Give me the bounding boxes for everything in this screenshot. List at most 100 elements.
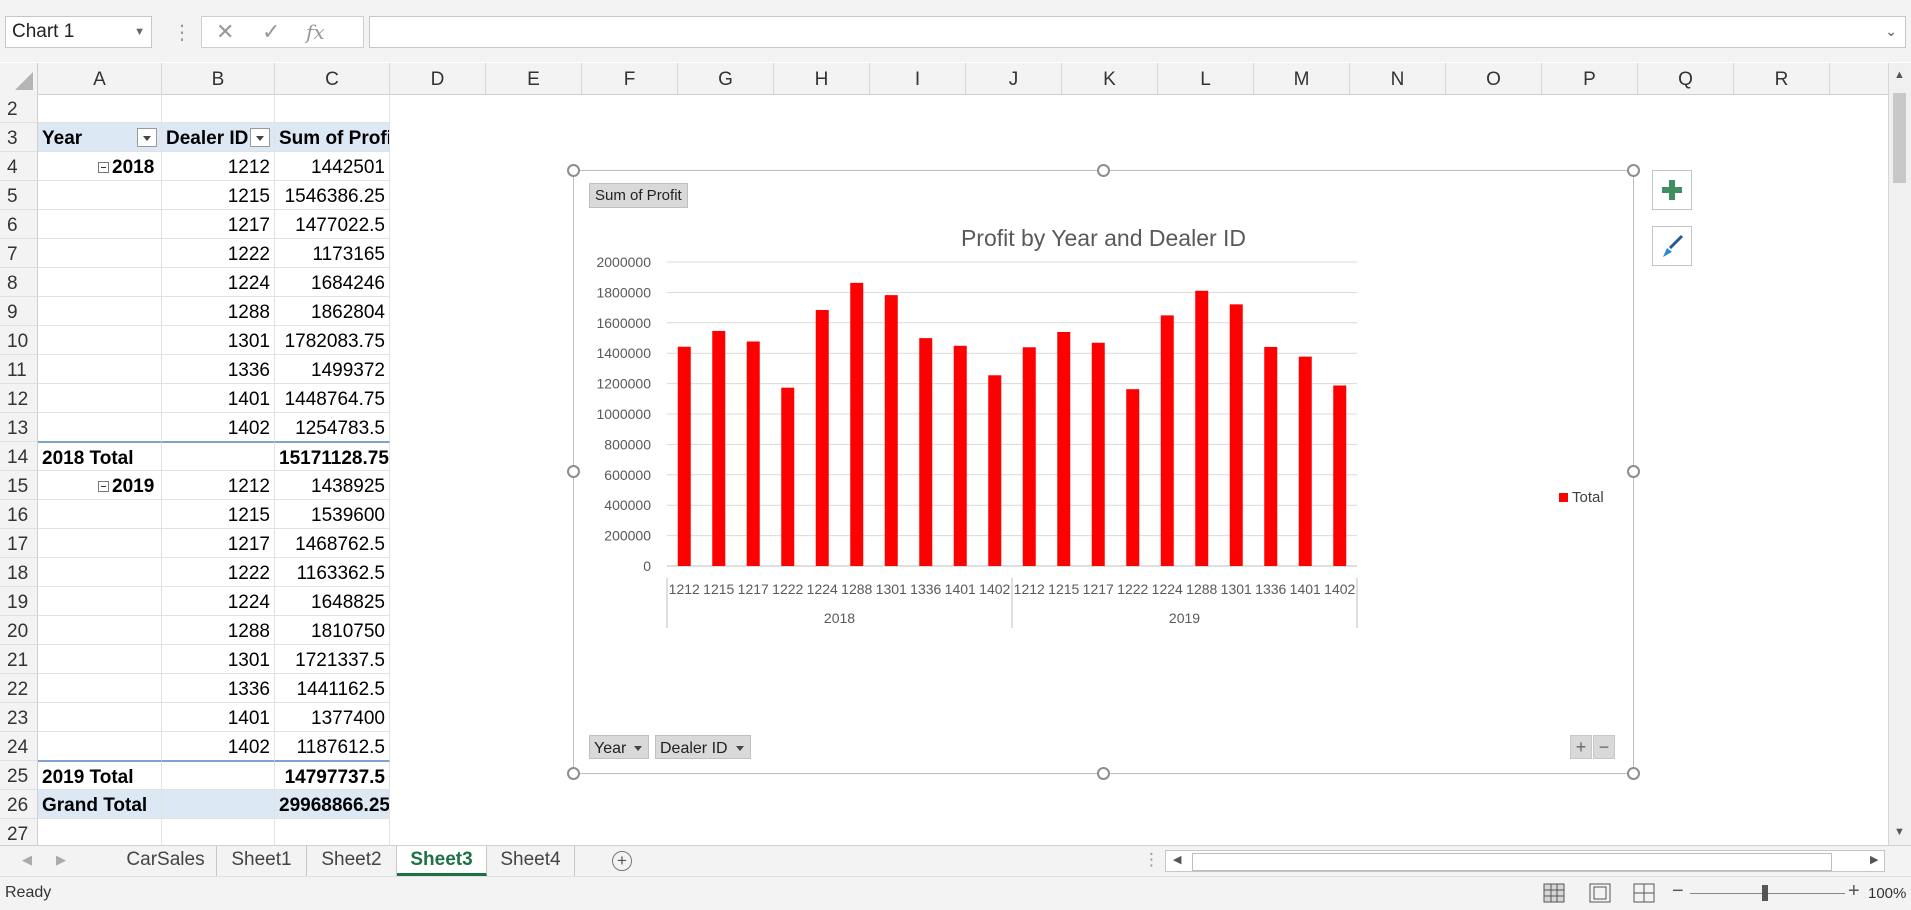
row-header[interactable]: 26 <box>0 790 38 819</box>
row-header[interactable]: 18 <box>0 558 38 587</box>
column-header-p[interactable]: P <box>1542 63 1638 94</box>
cell-c19[interactable]: 1648825 <box>275 587 390 616</box>
cell-b21[interactable]: 1301 <box>162 645 275 674</box>
cell-a24[interactable] <box>38 732 162 761</box>
resize-handle-bottom-right[interactable] <box>1627 767 1640 780</box>
row-header[interactable]: 19 <box>0 587 38 616</box>
page-break-view-icon[interactable] <box>1633 883 1655 903</box>
cell-a10[interactable] <box>38 326 162 355</box>
cell-b14[interactable] <box>162 442 275 471</box>
cell-b2[interactable] <box>162 94 275 123</box>
cell-b11[interactable]: 1336 <box>162 355 275 384</box>
sheet-tab-carsales[interactable]: CarSales <box>115 846 217 876</box>
row-header[interactable]: 15 <box>0 471 38 500</box>
cell-b22[interactable]: 1336 <box>162 674 275 703</box>
cell-a11[interactable] <box>38 355 162 384</box>
cell-c5[interactable]: 1546386.25 <box>275 181 390 210</box>
cell-c18[interactable]: 1163362.5 <box>275 558 390 587</box>
cell-b6[interactable]: 1217 <box>162 210 275 239</box>
row-header[interactable]: 4 <box>0 152 38 181</box>
cell-b23[interactable]: 1401 <box>162 703 275 732</box>
cell-c2[interactable] <box>275 94 390 123</box>
cell-b17[interactable]: 1217 <box>162 529 275 558</box>
horizontal-scrollbar[interactable]: ◀ ▶ <box>1165 850 1885 872</box>
cell-b20[interactable]: 1288 <box>162 616 275 645</box>
cell-b13[interactable]: 1402 <box>162 413 275 442</box>
resize-handle-left[interactable] <box>567 465 580 478</box>
resize-handle-bottom-left[interactable] <box>567 767 580 780</box>
vertical-scroll-thumb[interactable] <box>1893 93 1906 183</box>
cell-c22[interactable]: 1441162.5 <box>275 674 390 703</box>
resize-handle-right[interactable] <box>1627 465 1640 478</box>
column-header-n[interactable]: N <box>1350 63 1446 94</box>
row-header[interactable]: 8 <box>0 268 38 297</box>
cell-a12[interactable] <box>38 384 162 413</box>
cell-a3[interactable]: Year <box>38 123 162 152</box>
formula-input[interactable]: ⌄ <box>369 16 1906 48</box>
cell-c21[interactable]: 1721337.5 <box>275 645 390 674</box>
cell-c14[interactable]: 15171128.75 <box>275 442 390 471</box>
cell-a9[interactable] <box>38 297 162 326</box>
column-header-d[interactable]: D <box>390 63 486 94</box>
cell-b15[interactable]: 1212 <box>162 471 275 500</box>
cell-b3[interactable]: Dealer ID <box>162 123 275 152</box>
column-header-e[interactable]: E <box>486 63 582 94</box>
cancel-icon[interactable]: ✕ <box>216 19 235 44</box>
cell-c10[interactable]: 1782083.75 <box>275 326 390 355</box>
enter-icon[interactable]: ✓ <box>262 19 281 44</box>
row-header[interactable]: 11 <box>0 355 38 384</box>
column-header-m[interactable]: M <box>1254 63 1350 94</box>
collapse-icon[interactable] <box>98 162 109 173</box>
year-field-button[interactable]: Year <box>589 735 650 759</box>
cell-b18[interactable]: 1222 <box>162 558 275 587</box>
cell-b27[interactable] <box>162 819 275 845</box>
cell-b9[interactable]: 1288 <box>162 297 275 326</box>
row-header[interactable]: 14 <box>0 442 38 471</box>
cell-c26[interactable]: 29968866.25 <box>275 790 390 819</box>
scroll-right-icon[interactable]: ▶ <box>1870 854 1879 866</box>
cell-c12[interactable]: 1448764.75 <box>275 384 390 413</box>
row-header[interactable]: 21 <box>0 645 38 674</box>
row-header[interactable]: 24 <box>0 732 38 761</box>
next-sheet-icon[interactable]: ▶ <box>56 852 66 867</box>
cell-b12[interactable]: 1401 <box>162 384 275 413</box>
column-header-c[interactable]: C <box>275 63 390 94</box>
chart-styles-button[interactable] <box>1652 226 1692 266</box>
sheet-tab-sheet2[interactable]: Sheet2 <box>307 846 397 876</box>
year-filter-button[interactable] <box>137 128 157 147</box>
name-box[interactable]: Chart 1 ▼ <box>5 16 152 48</box>
resize-handle-top[interactable] <box>1097 164 1110 177</box>
cell-c25[interactable]: 14797737.5 <box>275 761 390 790</box>
normal-view-icon[interactable] <box>1543 883 1565 903</box>
row-header[interactable]: 25 <box>0 761 38 790</box>
prev-sheet-icon[interactable]: ◀ <box>22 852 32 867</box>
cell-c13[interactable]: 1254783.5 <box>275 413 390 442</box>
sheet-tab-sheet4[interactable]: Sheet4 <box>487 846 575 876</box>
cell-c15[interactable]: 1438925 <box>275 471 390 500</box>
cell-c8[interactable]: 1684246 <box>275 268 390 297</box>
cell-c6[interactable]: 1477022.5 <box>275 210 390 239</box>
add-sheet-button[interactable]: + <box>612 851 632 871</box>
cell-c11[interactable]: 1499372 <box>275 355 390 384</box>
collapse-icon[interactable] <box>98 481 109 492</box>
zoom-level[interactable]: 100% <box>1868 885 1907 902</box>
cell-a25[interactable]: 2019 Total <box>38 761 162 790</box>
cell-a13[interactable] <box>38 413 162 442</box>
cell-b8[interactable]: 1224 <box>162 268 275 297</box>
cell-c3[interactable]: Sum of Profit <box>275 123 390 152</box>
row-header[interactable]: 27 <box>0 819 38 845</box>
cell-a27[interactable] <box>38 819 162 845</box>
cell-a2[interactable] <box>38 94 162 123</box>
cell-c17[interactable]: 1468762.5 <box>275 529 390 558</box>
cell-b19[interactable]: 1224 <box>162 587 275 616</box>
vertical-scrollbar[interactable]: ▲ ▼ <box>1888 63 1911 845</box>
column-header-h[interactable]: H <box>774 63 870 94</box>
pivot-chart[interactable]: 0 200000 400000 600000 800000 1000000 1200000 1… <box>573 170 1634 774</box>
scroll-up-icon[interactable]: ▲ <box>1894 69 1905 81</box>
column-header-r[interactable]: R <box>1734 63 1830 94</box>
column-header-k[interactable]: K <box>1062 63 1158 94</box>
cell-a6[interactable] <box>38 210 162 239</box>
row-header[interactable]: 13 <box>0 413 38 442</box>
cell-a17[interactable] <box>38 529 162 558</box>
cell-b24[interactable]: 1402 <box>162 732 275 761</box>
